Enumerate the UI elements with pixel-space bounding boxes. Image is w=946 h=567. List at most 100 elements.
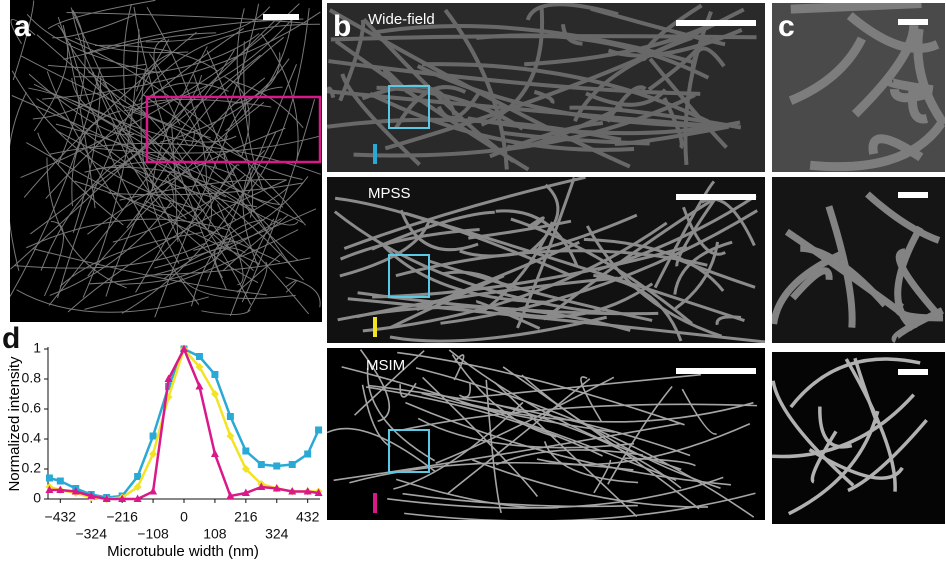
marker: [303, 487, 312, 495]
filament: [485, 379, 502, 514]
filament: [810, 430, 838, 484]
image-layer: [10, 0, 945, 524]
filament: [593, 459, 612, 494]
filament: [57, 16, 159, 122]
filament: [118, 130, 166, 161]
filament: [489, 121, 604, 159]
filament: [47, 63, 147, 69]
filament: [472, 459, 709, 508]
filament: [543, 441, 639, 484]
filament: [895, 248, 939, 315]
filament: [790, 3, 922, 14]
filament: [569, 105, 742, 130]
filament: [436, 89, 483, 120]
filament: [56, 130, 258, 208]
filament: [451, 354, 557, 438]
series-line: [49, 346, 319, 501]
filament: [393, 401, 524, 490]
filament: [456, 373, 701, 400]
filament: [327, 117, 622, 142]
filament: [43, 220, 64, 297]
filament: [467, 116, 741, 136]
filament: [889, 88, 930, 103]
marker: [272, 484, 281, 492]
marker: [133, 494, 142, 502]
filament: [614, 124, 730, 146]
overlay: [388, 429, 430, 473]
filament: [66, 11, 308, 24]
marker: [164, 374, 173, 382]
overlay: [898, 19, 928, 25]
filament: [397, 351, 685, 426]
filament: [140, 68, 180, 264]
filament: [57, 10, 86, 165]
filament: [502, 130, 650, 146]
filament: [865, 191, 941, 244]
marker: [241, 465, 250, 473]
filament: [242, 149, 265, 268]
filament: [10, 92, 27, 271]
filament: [502, 366, 700, 510]
marker: [118, 494, 127, 502]
filaments: [772, 357, 928, 516]
filament: [214, 241, 234, 279]
filament: [362, 17, 515, 163]
filament: [851, 24, 919, 118]
overlay: [898, 369, 928, 375]
marker: [315, 426, 323, 434]
marker: [304, 450, 312, 458]
image-label: MSIM: [366, 357, 405, 374]
filament: [365, 386, 603, 457]
filament: [246, 261, 268, 313]
marker: [226, 432, 235, 440]
marker: [45, 474, 53, 482]
filament: [648, 57, 728, 149]
filament: [71, 77, 150, 140]
filament: [347, 297, 765, 343]
marker: [257, 482, 266, 490]
filament: [159, 58, 290, 143]
overlay: [263, 14, 299, 20]
filament: [96, 166, 272, 229]
y-tick-label: 0.6: [22, 400, 42, 416]
x-tick-label: −108: [137, 526, 169, 542]
y-axis-title: Normalized intensity: [6, 356, 23, 492]
x-tick-label: −432: [45, 509, 77, 525]
filament: [376, 85, 524, 131]
filament: [11, 95, 227, 198]
filaments: [333, 177, 765, 343]
filament: [674, 241, 720, 310]
filament: [690, 46, 726, 69]
filament: [285, 276, 321, 308]
filament: [459, 213, 638, 258]
marker: [102, 494, 111, 502]
filament: [89, 217, 282, 285]
filament: [447, 378, 591, 495]
marker: [226, 413, 234, 420]
filament: [67, 179, 287, 313]
filament: [480, 5, 545, 127]
filament: [123, 3, 132, 102]
y-tick-label: 0.4: [22, 430, 42, 446]
filament: [494, 403, 682, 489]
marker: [133, 483, 142, 491]
filament: [108, 182, 303, 196]
filament: [460, 401, 754, 423]
filament: [524, 23, 711, 67]
filament: [844, 358, 897, 492]
marker: [226, 491, 235, 499]
marker: [149, 450, 158, 458]
filament: [241, 98, 316, 303]
marker: [288, 461, 296, 468]
filament: [443, 8, 509, 170]
overlay: [373, 493, 377, 513]
filament: [334, 39, 530, 172]
filament: [495, 209, 579, 267]
filament: [506, 105, 623, 150]
filament: [715, 315, 742, 326]
filament: [361, 384, 391, 448]
filament: [14, 242, 206, 269]
filament: [201, 164, 240, 224]
filament: [88, 71, 204, 203]
filament: [57, 39, 170, 299]
